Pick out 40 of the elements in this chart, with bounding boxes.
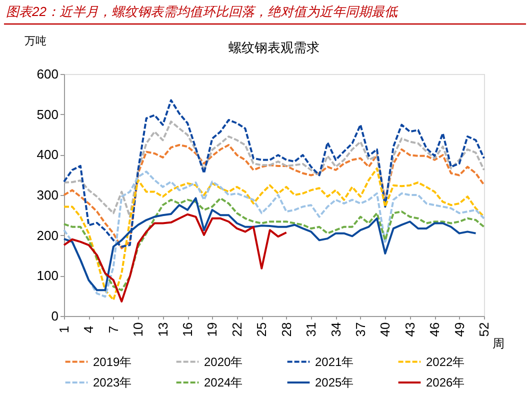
y-tick-label: 200: [36, 228, 58, 243]
x-tick-label: 40: [378, 322, 393, 337]
x-tick-label: 10: [130, 322, 146, 337]
y-tick-label: 600: [36, 66, 58, 82]
y-tick-label: 0: [51, 308, 58, 324]
x-tick-label: 22: [229, 322, 244, 337]
x-tick-label: 37: [352, 322, 368, 337]
legend-label: 2019年: [93, 354, 132, 369]
x-tick-label: 4: [81, 326, 96, 334]
x-tick-label: 31: [304, 322, 319, 337]
x-tick-label: 16: [180, 322, 196, 337]
y-tick-label: 100: [36, 268, 58, 284]
x-tick-label: 25: [254, 322, 270, 337]
y-tick-label: 300: [36, 188, 58, 202]
y-tick-label: 500: [36, 106, 58, 122]
chart-title: 图表22：近半月，螺纹钢表需均值环比回落，绝对值为近年同期最低: [6, 4, 398, 19]
x-tick-label: 49: [452, 322, 467, 337]
legend-label: 2026年: [426, 376, 465, 390]
legend-label: 2023年: [93, 376, 132, 390]
x-axis-title: 周: [492, 336, 504, 350]
chart-subtitle: 螺纹钢表观需求: [228, 40, 320, 55]
legend-label: 2021年: [315, 354, 354, 369]
legend-label: 2025年: [315, 376, 354, 390]
x-tick-label: 52: [476, 322, 492, 337]
x-tick-label: 13: [155, 322, 170, 337]
x-tick-label: 28: [278, 322, 294, 337]
line-series: [63, 144, 485, 250]
legend-label: 2022年: [426, 354, 465, 369]
line-series: [63, 120, 485, 218]
y-axis-title: 万吨: [24, 34, 46, 48]
line-series: [63, 213, 288, 302]
x-tick-label: 43: [402, 322, 418, 337]
x-tick-label: 46: [427, 322, 442, 337]
legend-label: 2024年: [204, 376, 243, 390]
y-tick-label: 400: [36, 147, 58, 162]
legend-label: 2020年: [204, 354, 243, 369]
x-tick-label: 7: [106, 326, 121, 334]
x-tick-label: 34: [328, 322, 344, 337]
x-tick-label: 1: [56, 326, 72, 334]
x-tick-label: 19: [204, 322, 220, 337]
